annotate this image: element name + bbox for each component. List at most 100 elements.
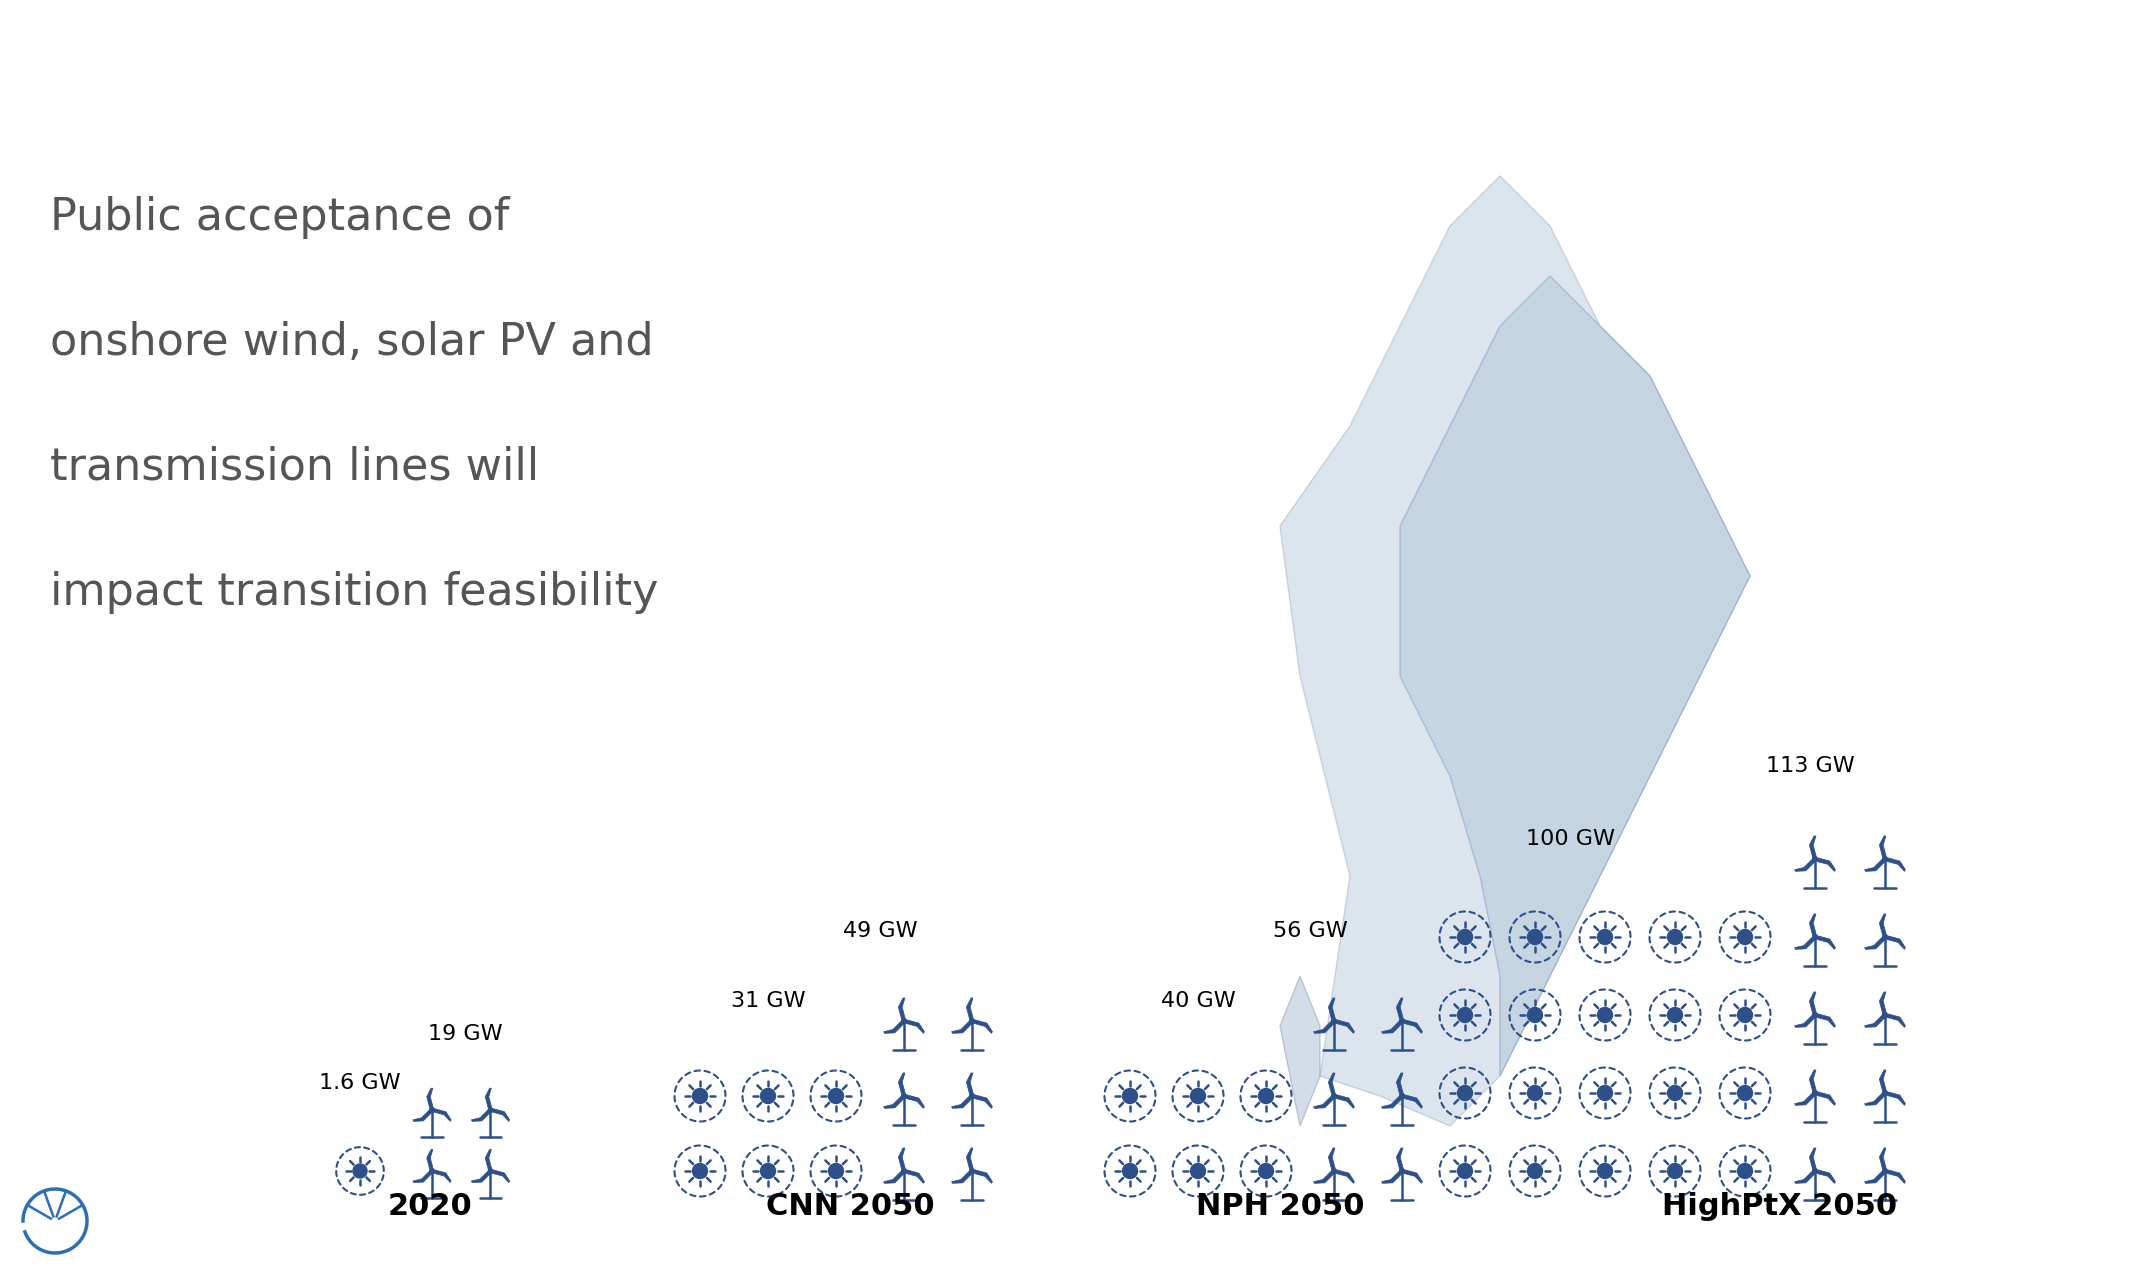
Polygon shape [431,1109,451,1122]
Circle shape [970,1018,974,1023]
Polygon shape [951,1169,974,1183]
Circle shape [1331,1169,1337,1173]
Polygon shape [1880,991,1886,1014]
Circle shape [901,1169,906,1173]
Circle shape [760,1164,775,1179]
Polygon shape [1279,976,1320,1125]
Polygon shape [884,1169,906,1183]
Polygon shape [412,1109,434,1122]
Polygon shape [972,1020,993,1034]
Polygon shape [884,1020,906,1034]
Polygon shape [1314,1095,1335,1109]
Circle shape [1331,1018,1337,1023]
Circle shape [1668,1086,1683,1100]
Circle shape [1527,929,1542,944]
Polygon shape [1401,1095,1423,1109]
Polygon shape [904,1169,925,1183]
Circle shape [489,1169,493,1173]
Text: 56 GW: 56 GW [1273,921,1348,940]
Polygon shape [1314,1020,1335,1034]
Polygon shape [1813,935,1835,949]
Circle shape [1124,1164,1138,1179]
Polygon shape [1809,991,1818,1014]
Polygon shape [1884,1169,1905,1183]
Polygon shape [427,1088,434,1110]
Polygon shape [1865,935,1886,949]
Polygon shape [1401,1169,1423,1183]
Circle shape [1668,1008,1683,1022]
Polygon shape [899,1073,906,1096]
Polygon shape [1865,1013,1886,1027]
Circle shape [1124,1088,1138,1104]
Text: CNN 2050: CNN 2050 [765,1192,933,1221]
Circle shape [1598,1008,1613,1022]
Circle shape [1399,1094,1403,1099]
Text: 100 GW: 100 GW [1525,829,1615,849]
Text: onshore wind, solar PV and: onshore wind, solar PV and [49,322,654,364]
Polygon shape [1884,857,1905,872]
Polygon shape [1329,998,1335,1021]
Polygon shape [972,1095,993,1109]
Circle shape [829,1088,844,1104]
Polygon shape [1399,276,1749,1076]
Text: 19 GW: 19 GW [427,1023,502,1044]
Circle shape [1457,1008,1472,1022]
Polygon shape [1794,935,1816,949]
Polygon shape [1809,914,1818,937]
Circle shape [1598,929,1613,944]
Polygon shape [1794,1169,1816,1183]
Polygon shape [1865,1091,1886,1105]
Polygon shape [1794,857,1816,872]
Text: 2020: 2020 [387,1192,472,1221]
Circle shape [1527,1008,1542,1022]
Circle shape [1258,1164,1273,1179]
Circle shape [1882,1013,1888,1017]
Polygon shape [965,998,974,1021]
Circle shape [489,1108,493,1111]
Circle shape [970,1094,974,1099]
Circle shape [1813,1091,1818,1095]
Polygon shape [899,998,906,1021]
Polygon shape [1880,1148,1886,1171]
Circle shape [1457,929,1472,944]
Circle shape [829,1164,844,1179]
Polygon shape [1813,1013,1835,1027]
Polygon shape [965,1148,974,1171]
Polygon shape [1333,1169,1354,1183]
Polygon shape [412,1169,434,1183]
Circle shape [692,1164,707,1179]
Polygon shape [485,1088,491,1110]
Polygon shape [904,1095,925,1109]
Polygon shape [1884,1091,1905,1105]
Circle shape [1737,1164,1752,1179]
Polygon shape [1397,998,1403,1021]
Circle shape [1813,1013,1818,1017]
Polygon shape [1865,1169,1886,1183]
Circle shape [1882,1169,1888,1173]
Polygon shape [1333,1020,1354,1034]
Circle shape [1737,929,1752,944]
Polygon shape [472,1109,491,1122]
Polygon shape [1329,1073,1335,1096]
Text: Public acceptance of: Public acceptance of [49,197,508,239]
Circle shape [1527,1086,1542,1100]
Polygon shape [1333,1095,1354,1109]
Circle shape [970,1169,974,1173]
Polygon shape [1880,1071,1886,1094]
Polygon shape [972,1169,993,1183]
Polygon shape [1813,1169,1835,1183]
Circle shape [1190,1088,1205,1104]
Circle shape [1737,1008,1752,1022]
Polygon shape [1809,1148,1818,1171]
Polygon shape [489,1169,511,1183]
Circle shape [1813,935,1818,939]
Polygon shape [1397,1073,1403,1096]
Polygon shape [1329,1148,1335,1171]
Polygon shape [1813,857,1835,872]
Polygon shape [951,1095,974,1109]
Polygon shape [899,1148,906,1171]
Circle shape [1399,1169,1403,1173]
Polygon shape [485,1150,491,1171]
Polygon shape [1809,836,1818,859]
Polygon shape [884,1095,906,1109]
